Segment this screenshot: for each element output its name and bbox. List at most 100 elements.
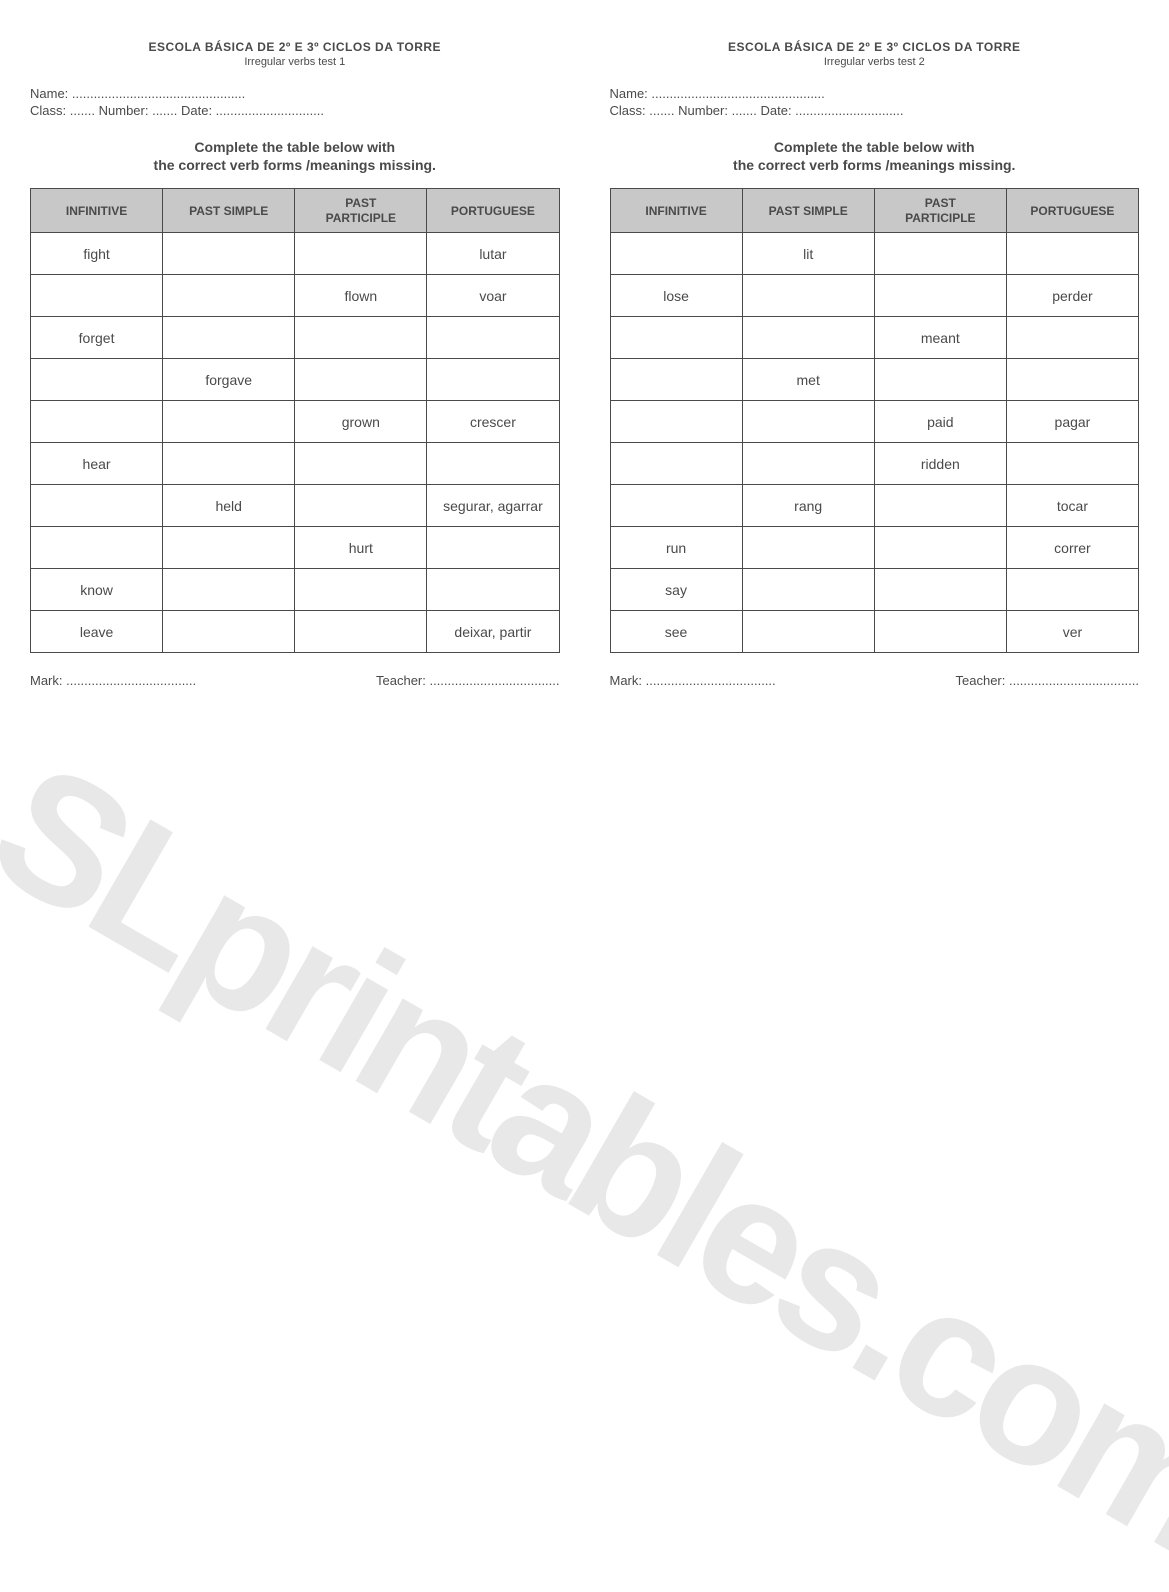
cell	[610, 359, 742, 401]
cell	[295, 569, 427, 611]
col-past-participle-text: PASTPARTICIPLE	[326, 196, 396, 224]
cell: correr	[1006, 527, 1138, 569]
cell: hurt	[295, 527, 427, 569]
cell	[742, 443, 874, 485]
footer-1: Mark: ..................................…	[30, 673, 560, 688]
cell	[31, 401, 163, 443]
cell	[742, 317, 874, 359]
cell	[31, 527, 163, 569]
table-row: leavedeixar, partir	[31, 611, 560, 653]
table-row: ridden	[610, 443, 1139, 485]
table-row: rangtocar	[610, 485, 1139, 527]
teacher-label-1: Teacher: ...............................…	[376, 673, 560, 688]
table-row: paidpagar	[610, 401, 1139, 443]
table-row: say	[610, 569, 1139, 611]
instruction-2-line1: Complete the table below with	[774, 139, 975, 155]
cell	[427, 359, 559, 401]
cell	[295, 233, 427, 275]
cell: met	[742, 359, 874, 401]
cell	[1006, 359, 1138, 401]
cell	[163, 233, 295, 275]
cell: see	[610, 611, 742, 653]
verb-table-1: INFINITIVE PAST SIMPLE PASTPARTICIPLE PO…	[30, 188, 560, 653]
col-past-simple: PAST SIMPLE	[742, 189, 874, 233]
cell	[163, 443, 295, 485]
cell	[874, 569, 1006, 611]
table-row: hear	[31, 443, 560, 485]
table-row: flownvoar	[31, 275, 560, 317]
cell: voar	[427, 275, 559, 317]
cell	[874, 275, 1006, 317]
cell: lit	[742, 233, 874, 275]
col-past-participle: PASTPARTICIPLE	[874, 189, 1006, 233]
col-past-participle: PASTPARTICIPLE	[295, 189, 427, 233]
cell: hear	[31, 443, 163, 485]
col-past-participle-text: PASTPARTICIPLE	[905, 196, 975, 224]
name-line-1: Name: ..................................…	[30, 86, 560, 101]
cell	[427, 317, 559, 359]
cell	[295, 443, 427, 485]
school-title-1: ESCOLA BÁSICA DE 2º E 3º CICLOS DA TORRE	[30, 40, 560, 54]
cell	[610, 401, 742, 443]
cell: ver	[1006, 611, 1138, 653]
cell	[610, 443, 742, 485]
mark-label-2: Mark: ..................................…	[610, 673, 776, 688]
table-row: forgave	[31, 359, 560, 401]
teacher-label-2: Teacher: ...............................…	[956, 673, 1140, 688]
cell: flown	[295, 275, 427, 317]
school-title-2: ESCOLA BÁSICA DE 2º E 3º CICLOS DA TORRE	[610, 40, 1140, 54]
subtitle-1: Irregular verbs test 1	[30, 56, 560, 68]
cell	[163, 569, 295, 611]
cell	[1006, 233, 1138, 275]
cell: forget	[31, 317, 163, 359]
cell: paid	[874, 401, 1006, 443]
cell: crescer	[427, 401, 559, 443]
cell: leave	[31, 611, 163, 653]
cell: segurar, agarrar	[427, 485, 559, 527]
cell: meant	[874, 317, 1006, 359]
table-header-row: INFINITIVE PAST SIMPLE PASTPARTICIPLE PO…	[31, 189, 560, 233]
cell	[163, 611, 295, 653]
cell	[1006, 443, 1138, 485]
table-row: run correr	[610, 527, 1139, 569]
cell	[874, 485, 1006, 527]
cell	[31, 275, 163, 317]
watermark-text: SLprintables.com	[0, 722, 1169, 1592]
table-row: fight lutar	[31, 233, 560, 275]
footer-2: Mark: ..................................…	[610, 673, 1140, 688]
instruction-1-line1: Complete the table below with	[194, 139, 395, 155]
worksheet-2: ESCOLA BÁSICA DE 2º E 3º CICLOS DA TORRE…	[610, 40, 1140, 688]
cell	[874, 359, 1006, 401]
cell: held	[163, 485, 295, 527]
table-row: loseperder	[610, 275, 1139, 317]
cell	[742, 275, 874, 317]
cell	[1006, 569, 1138, 611]
cell	[31, 485, 163, 527]
cell: fight	[31, 233, 163, 275]
cell: pagar	[1006, 401, 1138, 443]
instruction-1-line2: the correct verb forms /meanings missing…	[154, 157, 436, 173]
cell	[742, 401, 874, 443]
cell	[163, 401, 295, 443]
table-row: hurt	[31, 527, 560, 569]
cell	[610, 317, 742, 359]
cell	[874, 527, 1006, 569]
cell: lose	[610, 275, 742, 317]
table-header-row: INFINITIVE PAST SIMPLE PASTPARTICIPLE PO…	[610, 189, 1139, 233]
table-row: see ver	[610, 611, 1139, 653]
cell	[742, 527, 874, 569]
cell	[163, 527, 295, 569]
col-past-simple: PAST SIMPLE	[163, 189, 295, 233]
table-row: forget	[31, 317, 560, 359]
cell: ridden	[874, 443, 1006, 485]
cell	[163, 317, 295, 359]
cell: tocar	[1006, 485, 1138, 527]
instruction-1: Complete the table below with the correc…	[30, 138, 560, 174]
cell: lutar	[427, 233, 559, 275]
cell: run	[610, 527, 742, 569]
cell	[31, 359, 163, 401]
cell: forgave	[163, 359, 295, 401]
cell	[874, 233, 1006, 275]
table-row: lit	[610, 233, 1139, 275]
cell	[295, 359, 427, 401]
